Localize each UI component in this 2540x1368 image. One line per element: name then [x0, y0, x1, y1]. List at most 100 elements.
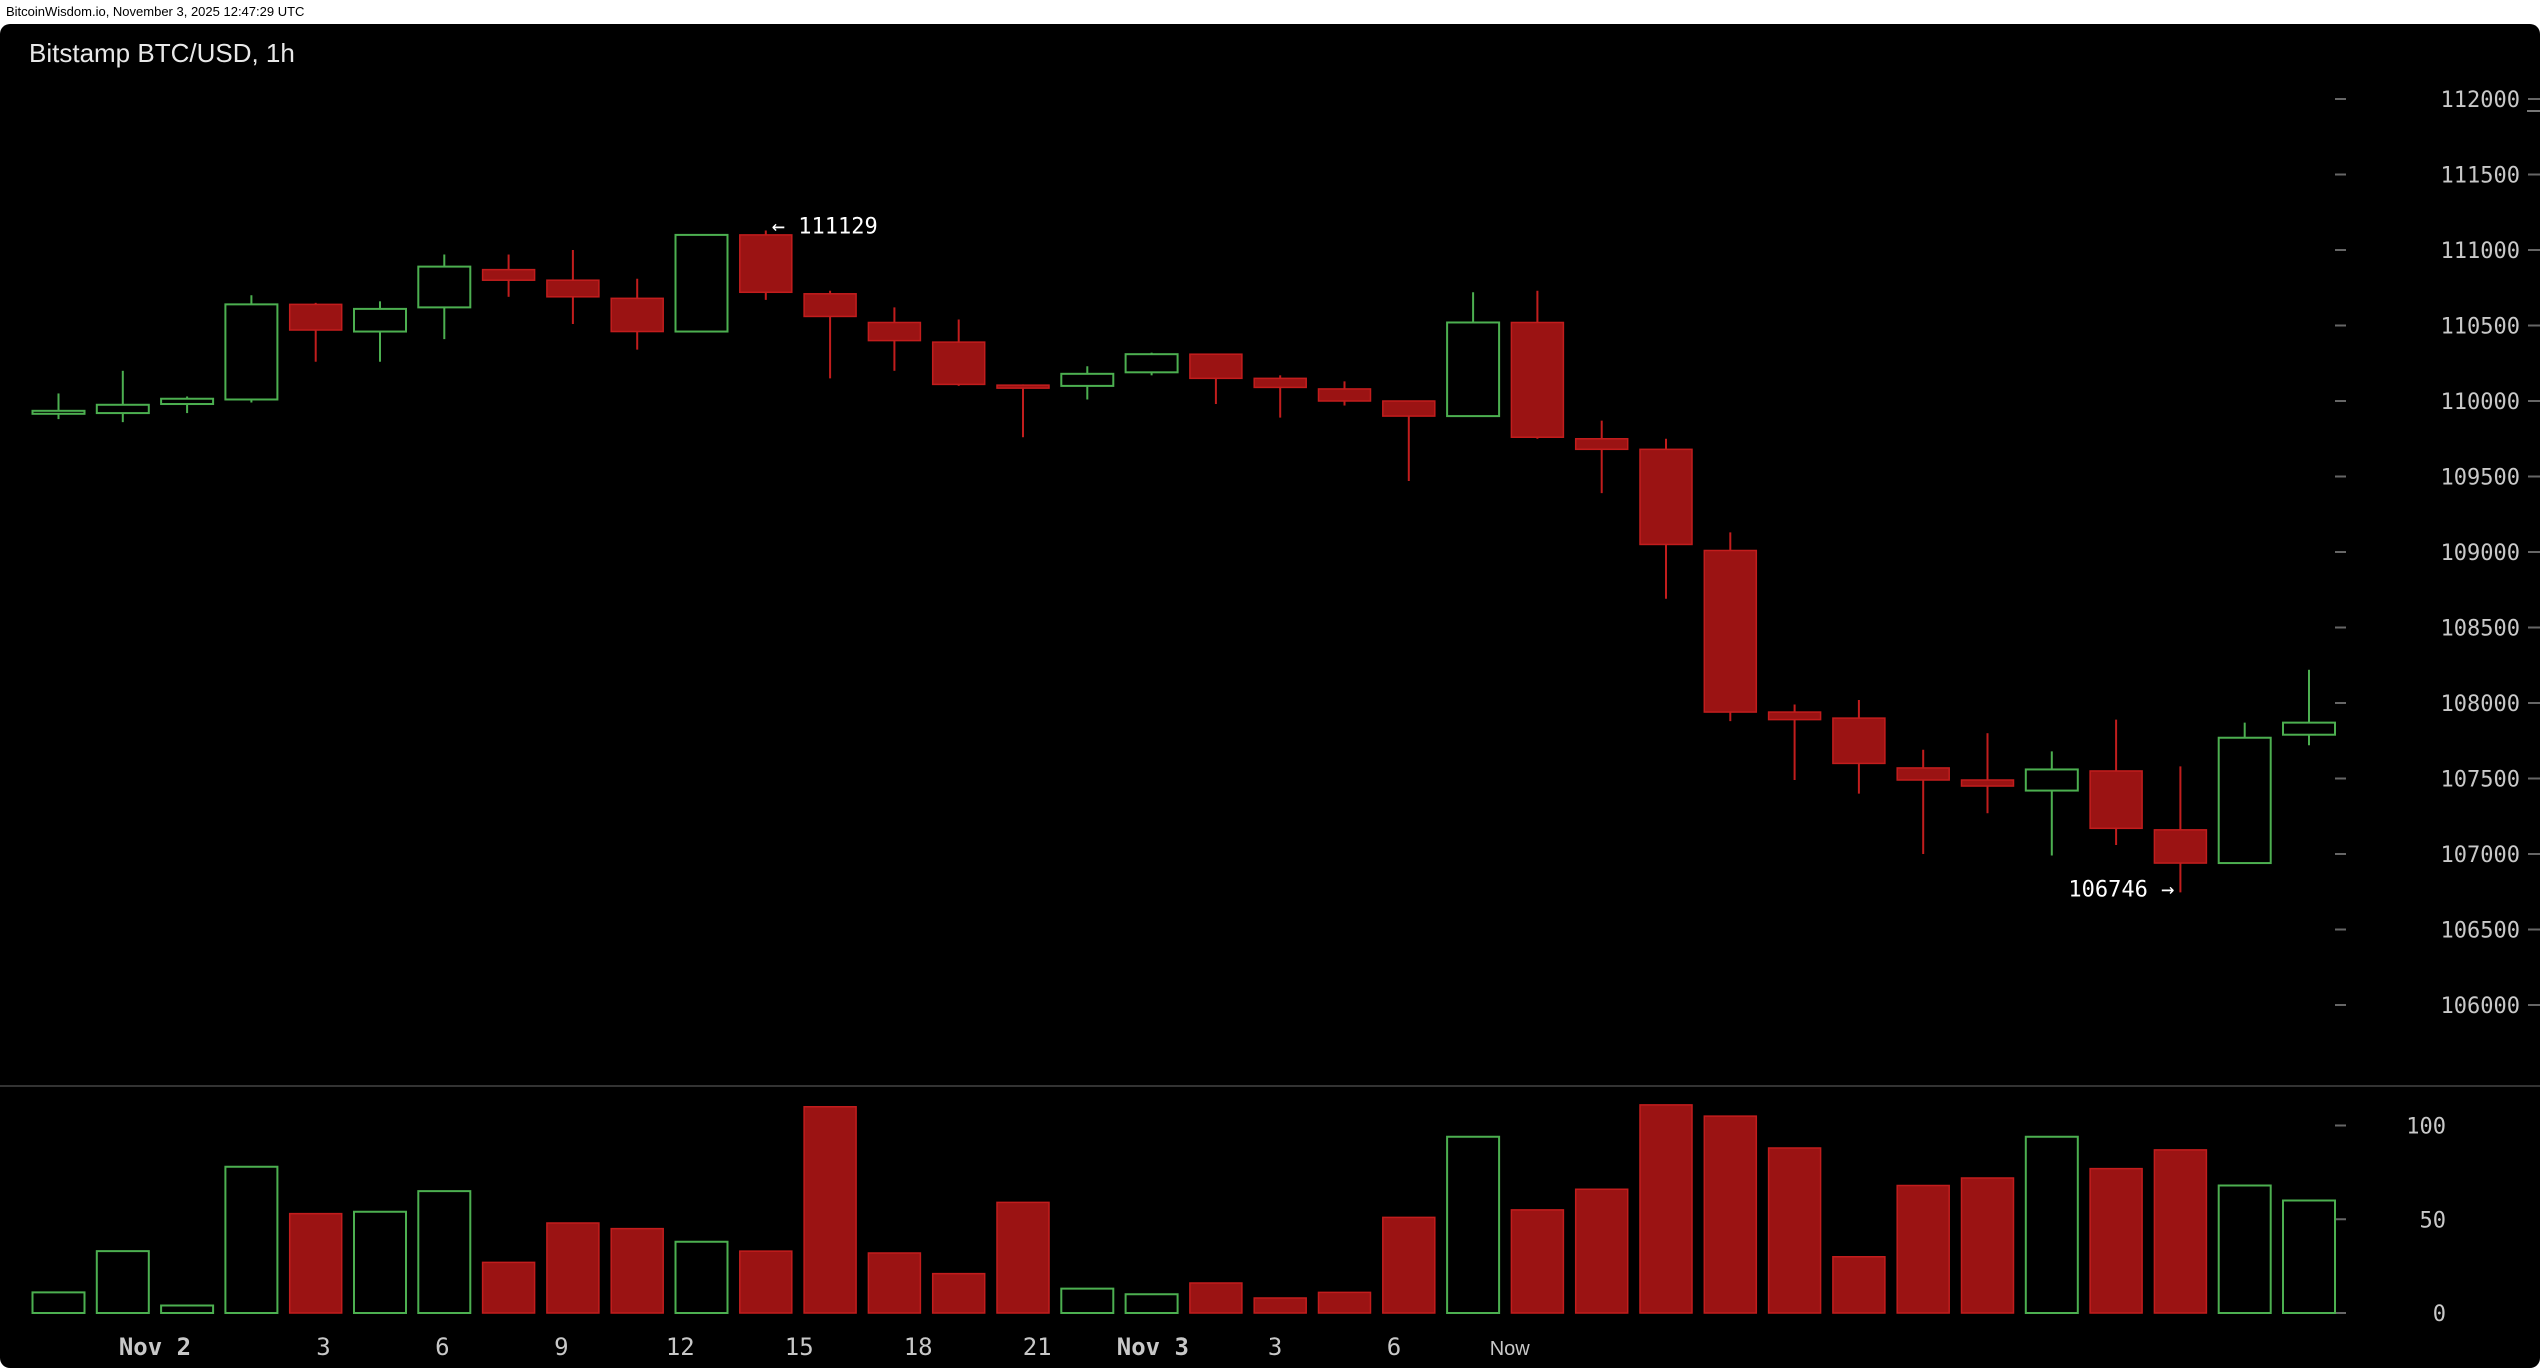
candle-body-down	[803, 293, 857, 318]
volume-bar-down	[867, 1252, 922, 1314]
volume-bar-down	[1896, 1184, 1950, 1314]
x-tick-label: Nov 2	[119, 1333, 191, 1361]
candle-body-up	[1446, 321, 1501, 418]
volume-tick-label: 100	[2406, 1115, 2446, 1140]
volume-bar-up	[1124, 1293, 1179, 1314]
x-tick-label: 12	[666, 1333, 695, 1361]
price-tick-label: 107500	[2441, 768, 2520, 793]
volume-bar-up	[1060, 1287, 1115, 1314]
x-tick-label: 3	[316, 1333, 330, 1361]
volume-bar-up	[160, 1304, 215, 1314]
volume-bar-down	[739, 1250, 793, 1314]
price-tick-label: 109500	[2441, 466, 2520, 491]
volume-bar-up	[31, 1291, 86, 1314]
candle-body-down	[1382, 400, 1436, 417]
volume-tick-label: 50	[2420, 1208, 2447, 1233]
volume-bar-up	[674, 1240, 729, 1314]
candle-body-up	[1124, 353, 1179, 374]
candle-body-up	[224, 303, 279, 401]
candle-body-down	[1703, 549, 1758, 713]
x-tick-label: 18	[904, 1333, 933, 1361]
volume-bar-down	[610, 1227, 664, 1314]
volume-bar-down	[1960, 1177, 2015, 1314]
volume-bar-down	[1510, 1209, 1565, 1314]
price-tick-label: 106500	[2441, 919, 2520, 944]
volume-bar-up	[2282, 1199, 2336, 1314]
volume-bar-down	[1767, 1147, 1822, 1314]
candle-body-up	[1060, 372, 1115, 387]
candle-body-down	[739, 234, 793, 294]
candle-body-down	[996, 384, 1050, 389]
annotations-group: ← 111129 106746 →	[772, 215, 2175, 903]
volume-bar-down	[1382, 1216, 1436, 1314]
x-tick-label: 9	[554, 1333, 568, 1361]
candle-body-down	[1960, 779, 2015, 787]
candle-body-down	[1832, 717, 1886, 765]
candle-body-down	[1639, 448, 1693, 546]
volume-bar-down	[1639, 1104, 1693, 1314]
volume-bar-down	[1832, 1256, 1886, 1314]
price-tick-label: 110000	[2441, 390, 2520, 415]
price-candles-group	[31, 230, 2336, 893]
volume-bar-down	[931, 1272, 986, 1314]
price-tick-label: 108000	[2441, 692, 2520, 717]
x-tick-label: 15	[785, 1333, 814, 1361]
price-tick-label: 111500	[2441, 164, 2520, 189]
candle-body-down	[2089, 770, 2143, 830]
volume-bar-down	[2153, 1149, 2208, 1314]
candle-body-down	[1317, 388, 1372, 402]
candle-body-down	[2153, 829, 2208, 864]
price-tick-label: 107000	[2441, 843, 2520, 868]
candlestick-chart[interactable]: 112000 111500 111000 110500 110000 109500 1090…	[0, 24, 2540, 1368]
volume-bar-up	[2024, 1135, 2079, 1314]
candle-body-up	[160, 397, 215, 406]
candle-body-up	[2282, 721, 2336, 736]
axis-labels-group: 112000 111500 111000 110500 110000 109500 1090…	[119, 88, 2520, 1361]
axis-ticks-group	[0, 98, 2540, 1314]
low-price-annotation: 106746 →	[2068, 877, 2174, 902]
candle-body-down	[1189, 353, 1243, 380]
candle-body-down	[288, 303, 343, 331]
candle-body-down	[1574, 438, 1629, 451]
candle-body-down	[610, 297, 664, 333]
top-bar: BitcoinWisdom.io, November 3, 2025 12:47…	[0, 0, 2540, 24]
price-tick-label: 106000	[2441, 994, 2520, 1019]
volume-bar-down	[546, 1222, 600, 1314]
candle-body-down	[1896, 767, 1950, 781]
candle-body-up	[2024, 768, 2079, 792]
volume-bar-down	[481, 1261, 536, 1314]
x-tick-label: 6	[1387, 1333, 1401, 1361]
candle-body-down	[1253, 377, 1307, 389]
price-tick-label: 108500	[2441, 617, 2520, 642]
volume-bar-up	[95, 1250, 150, 1314]
source-timestamp: BitcoinWisdom.io, November 3, 2025 12:47…	[6, 4, 305, 19]
candle-body-up	[31, 409, 86, 415]
price-tick-label: 111000	[2441, 239, 2520, 264]
volume-bar-up	[417, 1190, 472, 1314]
volume-bar-down	[288, 1212, 343, 1314]
volume-bar-down	[996, 1201, 1050, 1314]
candle-body-up	[674, 233, 729, 333]
volume-bar-down	[803, 1106, 857, 1314]
volume-tick-label: 0	[2433, 1302, 2446, 1327]
candle-body-up	[417, 265, 472, 309]
volume-bar-down	[1317, 1291, 1372, 1314]
volume-bar-down	[1189, 1282, 1243, 1314]
chart-title: Bitstamp BTC/USD, 1h	[29, 38, 295, 68]
x-tick-label: 3	[1268, 1333, 1282, 1361]
candle-body-up	[353, 307, 407, 333]
high-price-annotation: ← 111129	[772, 215, 878, 240]
volume-bar-down	[1703, 1115, 1758, 1314]
price-tick-label: 112000	[2441, 88, 2520, 113]
volume-bar-up	[353, 1210, 407, 1314]
candle-body-down	[931, 341, 986, 386]
candle-body-down	[1767, 711, 1822, 721]
volume-bars-group	[31, 1104, 2336, 1314]
price-tick-label: 110500	[2441, 315, 2520, 340]
candle-body-up	[95, 403, 150, 415]
volume-bar-down	[1253, 1297, 1307, 1314]
candle-body-down	[546, 279, 600, 298]
x-tick-label: Now	[1490, 1338, 1531, 1360]
chart-panel[interactable]: 112000 111500 111000 110500 110000 109500 1090…	[0, 24, 2540, 1368]
candle-body-up	[2217, 736, 2272, 865]
